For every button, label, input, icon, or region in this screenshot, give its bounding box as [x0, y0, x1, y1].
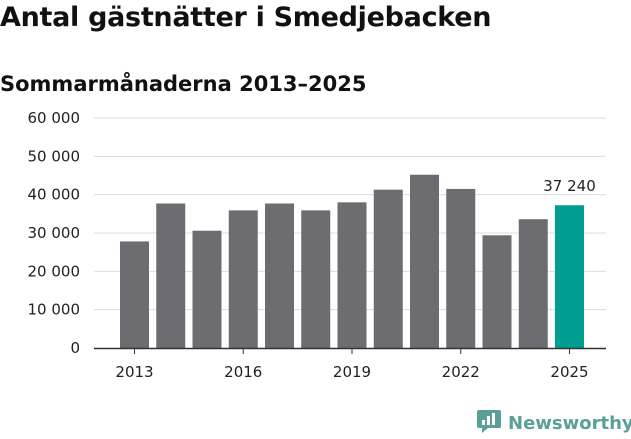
y-tick-label: 30 000 — [28, 224, 81, 242]
x-tick-label: 2016 — [224, 363, 262, 381]
x-tick-label: 2022 — [442, 363, 480, 381]
y-tick-label: 40 000 — [28, 186, 81, 204]
bar-2014 — [156, 203, 186, 348]
brand-logo: Newsworthy — [476, 408, 631, 438]
bar-2025 — [555, 205, 584, 348]
bar-2021 — [410, 174, 439, 348]
data-labels: 37 240 — [543, 177, 596, 195]
x-axis-ticks: 2013 2016 2019 2022 2025 — [115, 348, 589, 381]
bar-2020 — [373, 189, 403, 348]
bar-2019 — [337, 202, 367, 348]
bar-2024 — [518, 219, 548, 348]
brand-name: Newsworthy — [508, 412, 631, 434]
x-tick-label: 2013 — [115, 363, 153, 381]
y-tick-label: 10 000 — [28, 301, 81, 319]
x-tick-label: 2019 — [333, 363, 371, 381]
bar-2015 — [192, 230, 222, 348]
bars — [120, 174, 584, 348]
bar-2017 — [265, 203, 294, 348]
newsworthy-icon — [476, 408, 502, 438]
y-tick-label: 0 — [70, 339, 80, 357]
chart-title: Antal gästnätter i Smedjebacken — [0, 2, 492, 33]
data-label: 37 240 — [543, 177, 596, 195]
x-tick-label: 2025 — [550, 363, 588, 381]
y-tick-label: 60 000 — [28, 109, 81, 127]
bar-2013 — [120, 241, 149, 348]
bar-2016 — [228, 210, 258, 348]
bar-2023 — [482, 235, 512, 348]
bar-2018 — [301, 210, 331, 348]
y-tick-label: 50 000 — [28, 147, 81, 165]
y-axis-ticks: 0 10 000 20 000 30 000 40 000 50 000 60 000 — [28, 109, 81, 357]
chart-subtitle: Sommarmånaderna 2013–2025 — [0, 72, 367, 96]
y-tick-label: 20 000 — [28, 262, 81, 280]
bar-2022 — [446, 188, 476, 348]
